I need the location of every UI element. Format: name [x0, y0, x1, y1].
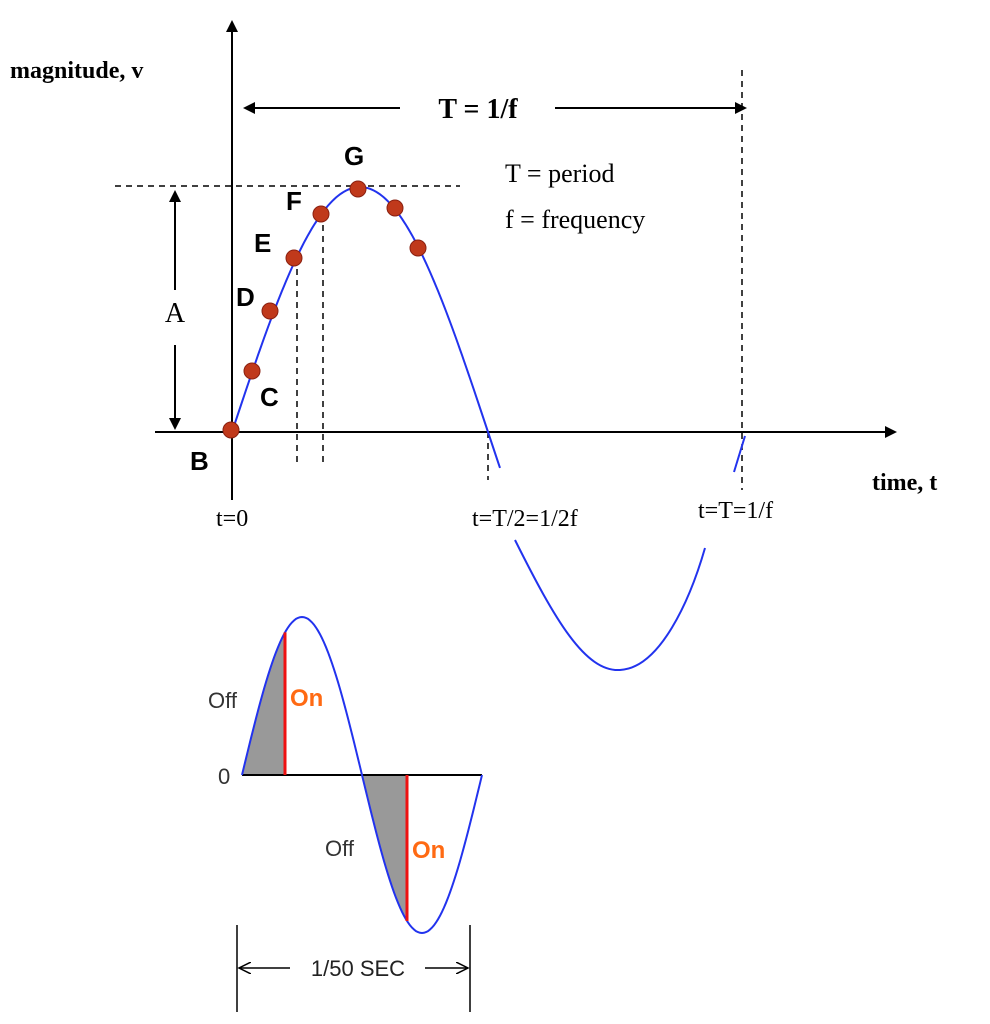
- point: [261, 302, 279, 320]
- x-axis-label: time, t: [872, 470, 937, 496]
- point: [222, 421, 240, 439]
- zero-label: 0: [218, 764, 230, 789]
- point-label: D: [236, 282, 255, 312]
- sine-wave: [231, 185, 501, 469]
- sine-wave: [514, 539, 706, 672]
- sine-wave: [733, 435, 746, 473]
- time-label: t=T=1/f: [698, 498, 773, 524]
- top-diagram: magnitude, v time, t T = 1/f T = period …: [10, 20, 937, 672]
- duration-label: 1/50 SEC: [311, 956, 405, 981]
- amplitude-label: A: [165, 298, 186, 329]
- sine-wave: [241, 615, 483, 935]
- off-region: [242, 632, 285, 775]
- legend-item: T = period: [505, 159, 615, 188]
- point: [285, 249, 303, 267]
- point-label: F: [286, 186, 302, 216]
- bottom-diagram: 0 Off On Off On 1/50 SEC: [208, 615, 483, 1012]
- point: [243, 362, 261, 380]
- off-region: [362, 775, 407, 921]
- time-label: t=0: [216, 506, 248, 532]
- point-label: E: [254, 228, 271, 258]
- point: [349, 180, 367, 198]
- point: [386, 199, 404, 217]
- point-label: C: [260, 382, 279, 412]
- on-label: On: [412, 837, 445, 864]
- period-label: T = 1/f: [438, 94, 518, 125]
- legend-item: f = frequency: [505, 205, 645, 234]
- off-label: Off: [325, 836, 355, 861]
- y-axis-label: magnitude, v: [10, 58, 143, 84]
- off-label: Off: [208, 688, 238, 713]
- point-label: B: [190, 446, 209, 476]
- point-label: G: [344, 141, 364, 171]
- time-label: t=T/2=1/2f: [472, 506, 578, 532]
- point: [312, 205, 330, 223]
- point: [409, 239, 427, 257]
- on-label: On: [290, 685, 323, 712]
